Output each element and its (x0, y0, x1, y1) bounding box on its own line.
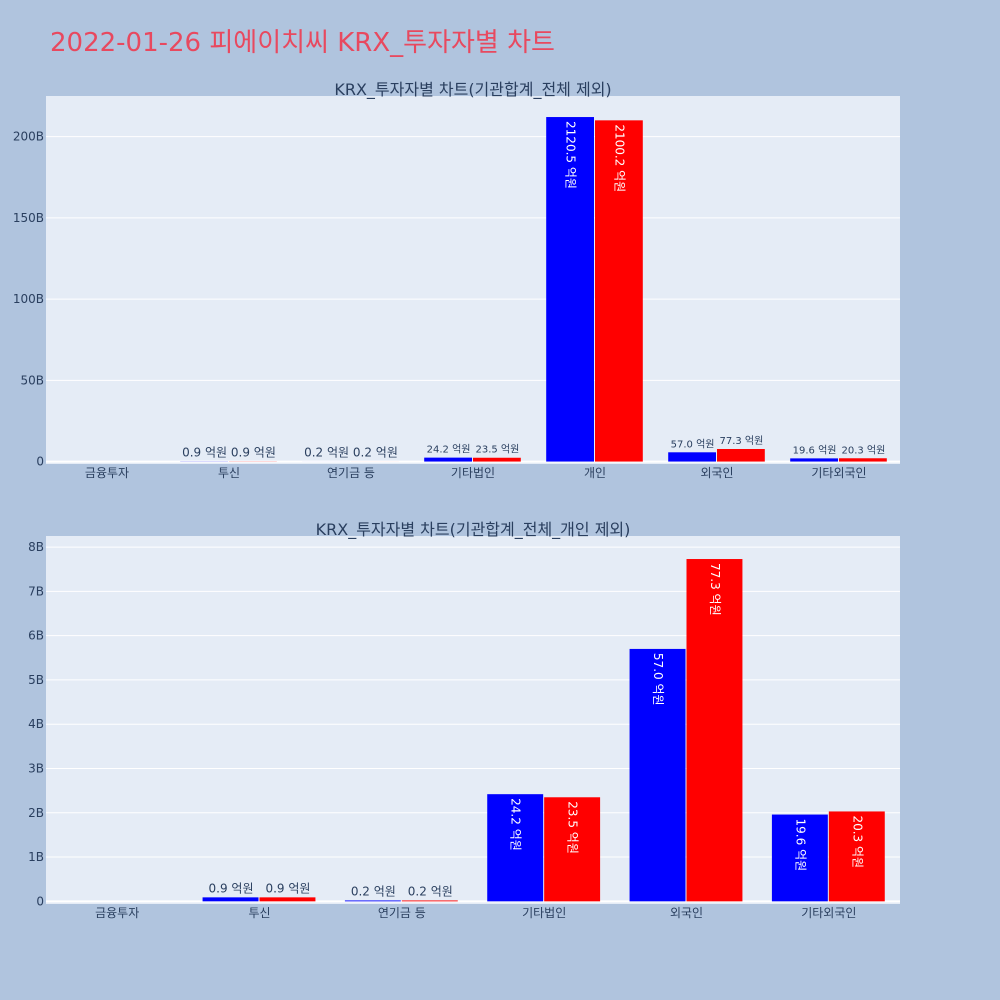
chart2-data-label: 57.0 억원 (651, 653, 665, 706)
chart1-bar (424, 457, 472, 462)
chart2-data-label: 20.3 억원 (850, 815, 864, 868)
chart1-x-tick-label: 외국인 (700, 466, 733, 480)
chart1-x-tick-label: 개인 (584, 466, 606, 480)
chart2-y-tick-label: 1B (28, 850, 44, 864)
chart1-bar (595, 120, 643, 462)
chart1-data-label: 19.6 억원 (793, 444, 837, 456)
chart2-data-label: 0.9 억원 (265, 881, 310, 895)
chart2-data-label: 19.6 억원 (793, 819, 807, 872)
chart1-data-label: 77.3 억원 (719, 435, 763, 447)
chart2-y-tick-label: 2B (28, 806, 44, 820)
chart2-y-tick-label: 0 (36, 894, 44, 908)
chart2-bar (629, 648, 686, 902)
chart1-bar (790, 458, 838, 462)
chart1-x-tick-label: 기타외국인 (811, 466, 866, 480)
chart2-bar (401, 900, 458, 902)
chart2-bar (259, 897, 316, 902)
chart2-data-label: 77.3 억원 (708, 563, 722, 616)
chart2-y-tick-label: 4B (28, 717, 44, 731)
chart2-data-label: 23.5 억원 (566, 801, 580, 854)
chart1-bar (546, 117, 594, 462)
chart2-bar (686, 559, 743, 902)
chart1-data-label: 2120.5 억원 (564, 121, 578, 189)
chart2-bar (771, 814, 828, 902)
chart2-data-label: 0.2 억원 (351, 884, 396, 898)
page-title: 2022-01-26 피에이치씨 KRX_투자자별 차트 (50, 28, 555, 58)
chart2-x-tick-label: 투신 (248, 906, 270, 920)
chart1-data-label: 2100.2 억원 (612, 124, 626, 192)
chart2-x-tick-label: 외국인 (670, 906, 703, 920)
chart2-data-label: 0.2 억원 (408, 884, 453, 898)
chart1-x-tick-label: 투신 (218, 466, 240, 480)
chart1-y-tick-label: 200B (13, 130, 44, 144)
chart1-data-label: 0.2 억원 (353, 446, 398, 460)
chart2-y-tick-label: 5B (28, 673, 44, 687)
chart2-x-tick-label: 금융투자 (95, 906, 139, 920)
chart2-y-tick-label: 3B (28, 761, 44, 775)
chart2-y-tick-label: 7B (28, 584, 44, 598)
chart1-title: KRX_투자자별 차트(기관합계_전체 제외) (334, 80, 611, 100)
chart1-y-tick-label: 0 (36, 455, 44, 469)
chart2-x-tick-label: 연기금 등 (378, 906, 426, 920)
chart1-y-tick-label: 100B (13, 292, 44, 306)
chart2-y-tick-label: 6B (28, 629, 44, 643)
chart1-y-tick-label: 50B (20, 373, 44, 387)
chart2-title: KRX_투자자별 차트(기관합계_전체_개인 제외) (316, 520, 631, 540)
chart1-data-label: 24.2 억원 (427, 444, 471, 456)
chart2-bar (828, 811, 885, 902)
chart1-data-label: 0.2 억원 (304, 446, 349, 460)
chart1-bar (717, 449, 765, 462)
chart2-x-tick-label: 기타외국인 (801, 906, 856, 920)
chart2-bar (487, 794, 544, 902)
chart1-data-label: 20.3 억원 (841, 444, 885, 456)
chart1-data-label: 0.9 억원 (182, 445, 227, 459)
chart1-bar (473, 457, 521, 462)
chart2-y-tick-label: 8B (28, 540, 44, 554)
chart1-plot-area (46, 96, 900, 464)
chart2-data-label: 0.9 억원 (209, 881, 254, 895)
chart1-data-label: 0.9 억원 (231, 445, 276, 459)
chart2-bar (344, 900, 401, 902)
chart1-y-tick-label: 150B (13, 211, 44, 225)
chart1-x-tick-label: 연기금 등 (327, 466, 375, 480)
chart1-data-label: 57.0 억원 (671, 438, 715, 450)
chart2-data-label: 24.2 억원 (509, 798, 523, 851)
chart1-data-label: 23.5 억원 (475, 444, 519, 456)
chart1-bar (668, 452, 716, 462)
chart1-x-tick-label: 금융투자 (85, 466, 129, 480)
chart2-bar (544, 797, 601, 902)
chart1-x-tick-label: 기타법인 (451, 466, 495, 480)
chart2-plot-area (46, 536, 900, 904)
chart1-bar (839, 458, 887, 462)
chart2-bar (202, 897, 259, 902)
chart2-x-tick-label: 기타법인 (522, 906, 566, 920)
